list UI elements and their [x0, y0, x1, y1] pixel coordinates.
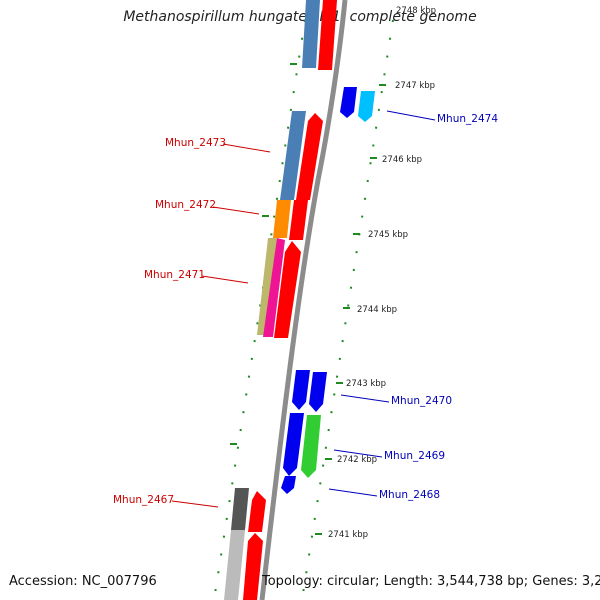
cds-feature: [309, 372, 327, 412]
cds-feature: [248, 491, 266, 532]
tick-label: 2745 kbp: [368, 230, 408, 240]
cds-feature: [318, 0, 337, 70]
gene-label-mhun-2469: Mhun_2469: [384, 450, 445, 462]
genome-summary-text: Topology: circular; Length: 3,544,738 bp…: [262, 574, 600, 589]
cds-feature: [280, 111, 306, 200]
cds-feature: [302, 0, 320, 68]
tick-label: 2748 kbp: [396, 6, 436, 16]
tick-label: 2746 kbp: [382, 155, 422, 165]
gene-label-mhun-2468: Mhun_2468: [379, 489, 440, 501]
gene-label-mhun-2472: Mhun_2472: [155, 199, 216, 211]
cds-feature: [289, 200, 308, 240]
major-ticks: [230, 63, 386, 535]
tick-labels: 2748 kbp 2747 kbp 2746 kbp 2745 kbp 2744…: [328, 6, 436, 540]
cds-reverse-track: [224, 0, 337, 600]
cds-feature: [243, 533, 263, 600]
accession-text: Accession: NC_007796: [9, 574, 157, 589]
gene-label-mhun-2471: Mhun_2471: [144, 269, 205, 281]
tick-label: 2741 kbp: [328, 530, 368, 540]
cds-feature: [273, 200, 291, 238]
cds-feature: [292, 370, 310, 410]
cds-forward-track: [281, 87, 375, 494]
tick-label: 2743 kbp: [346, 379, 386, 389]
cds-feature: [224, 530, 245, 600]
map-title: Methanospirillum hungatei JF-1, complete…: [123, 9, 477, 25]
cds-feature: [340, 87, 357, 118]
gene-label-mhun-2467: Mhun_2467: [113, 494, 174, 506]
cds-feature: [274, 241, 301, 338]
cds-feature: [296, 113, 323, 200]
cds-feature: [301, 415, 321, 478]
gene-labels: Mhun_2473 Mhun_2472 Mhun_2471 Mhun_2467 …: [113, 113, 498, 506]
tick-label: 2747 kbp: [395, 81, 435, 91]
label-connectors: [171, 110, 436, 508]
gene-label-mhun-2470: Mhun_2470: [391, 395, 452, 407]
genome-backbone: [259, 0, 348, 600]
cds-feature: [281, 476, 296, 494]
gene-label-mhun-2474: Mhun_2474: [437, 113, 498, 125]
tick-label: 2742 kbp: [337, 455, 377, 465]
cds-feature: [283, 413, 304, 476]
cds-feature: [263, 238, 285, 337]
tick-label: 2744 kbp: [357, 305, 397, 315]
cds-feature: [358, 91, 375, 122]
gene-label-mhun-2473: Mhun_2473: [165, 137, 226, 149]
cds-feature: [257, 238, 277, 335]
cds-feature: [231, 488, 249, 530]
